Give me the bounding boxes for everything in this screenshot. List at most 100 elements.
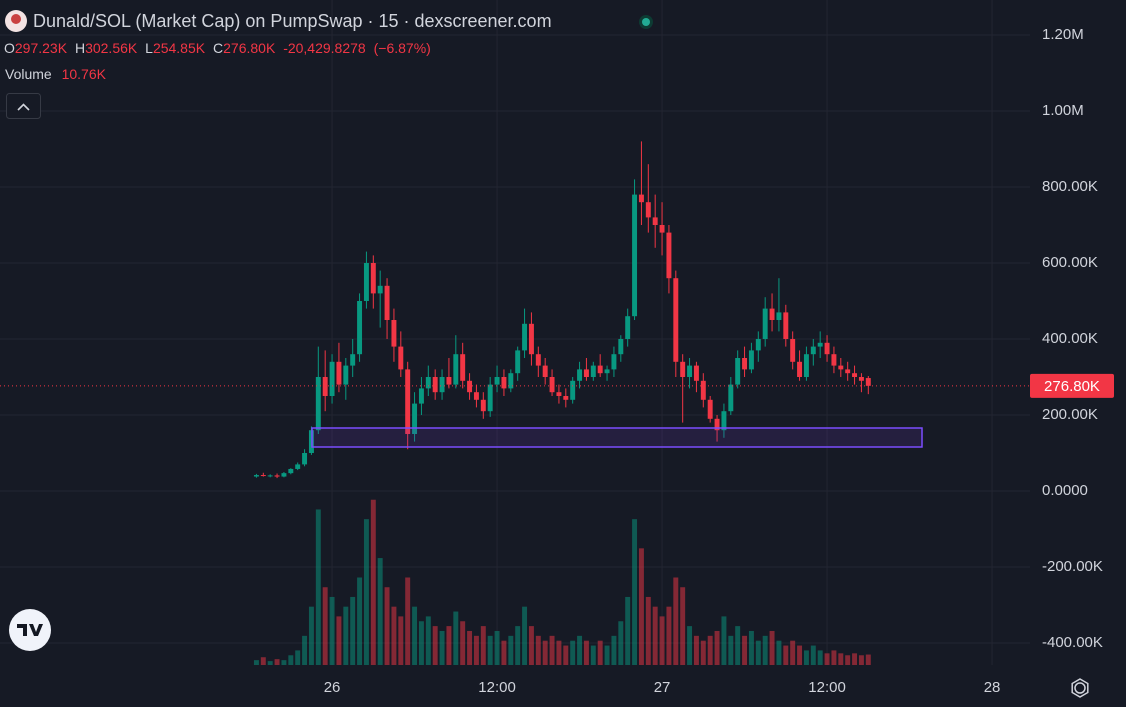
volume-bar <box>398 616 404 665</box>
last-price-label: 276.80K <box>1044 378 1100 395</box>
volume-bar <box>253 660 259 665</box>
candle-body <box>769 308 775 320</box>
y-tick-label: 1.00M <box>1042 102 1084 119</box>
volume-bar <box>659 616 665 665</box>
candle-body <box>680 361 686 377</box>
volume-bar <box>563 645 569 665</box>
volume-bar <box>487 635 493 665</box>
volume-bar <box>583 640 589 665</box>
volume-bar <box>618 621 624 665</box>
volume-bar <box>535 635 541 665</box>
candle-body <box>577 369 583 381</box>
volume-bar <box>776 640 782 665</box>
candle-body <box>384 285 390 320</box>
candle-body <box>852 373 858 377</box>
candle-body <box>425 376 431 389</box>
candle-body <box>611 354 617 370</box>
volume-bar <box>494 630 500 665</box>
candle-body <box>377 285 383 294</box>
y-tick-label: 200.00K <box>1042 406 1098 423</box>
volume-bar <box>405 577 411 665</box>
volume-bar <box>611 635 617 665</box>
candle-body <box>803 354 809 377</box>
high-label: H <box>75 40 85 56</box>
candle-body <box>453 354 459 385</box>
candle-body <box>797 361 803 377</box>
change-pct: (−6.87%) <box>374 40 431 56</box>
volume-bar <box>528 626 534 665</box>
candle-body <box>467 380 473 393</box>
y-tick-label: -400.00K <box>1042 634 1103 651</box>
zone-rectangle[interactable] <box>311 427 923 448</box>
open-label: O <box>4 40 15 56</box>
volume-bar <box>515 626 521 665</box>
candles <box>253 141 871 479</box>
candle-body <box>322 376 328 396</box>
candle-body <box>858 376 864 381</box>
y-tick-label: 600.00K <box>1042 254 1098 271</box>
volume-bar <box>865 654 871 665</box>
candle-body <box>865 378 871 386</box>
volume-bar <box>343 606 349 665</box>
candle-body <box>776 312 782 320</box>
volume-value: 10.76K <box>62 66 107 82</box>
candle-body <box>714 418 720 431</box>
candle-body <box>432 376 438 393</box>
candle-body <box>673 278 679 362</box>
status-dot <box>642 18 650 26</box>
candle-body <box>824 342 830 355</box>
volume-bar <box>384 587 390 665</box>
candle-body <box>535 354 541 366</box>
volume-bar <box>302 635 308 665</box>
candle-body <box>439 376 445 393</box>
candle-body <box>645 202 651 218</box>
volume-bar <box>845 655 851 665</box>
volume-bar <box>439 630 445 665</box>
volume-bar <box>329 596 335 665</box>
volume-bar <box>570 640 576 665</box>
settings-icon[interactable] <box>1074 682 1086 694</box>
volume-bar <box>260 657 266 665</box>
volume-bar <box>418 621 424 665</box>
volume-bar <box>357 577 363 665</box>
volume-bar <box>480 626 486 665</box>
candle-body <box>494 376 500 385</box>
candle-body <box>487 384 493 412</box>
volume-bar <box>707 635 713 665</box>
candle-body <box>659 224 665 233</box>
volume-bar <box>810 645 816 665</box>
volume-bar <box>412 606 418 665</box>
volume-bar <box>693 635 699 665</box>
candle-body <box>790 338 796 362</box>
volume-label: Volume <box>5 66 52 82</box>
candle-body <box>501 376 507 389</box>
candle-body <box>405 369 411 434</box>
candle-body <box>687 365 693 377</box>
candle-body <box>412 403 418 434</box>
volume-bar <box>783 645 789 665</box>
last-price-badge <box>1030 373 1114 398</box>
logo[interactable] <box>9 609 51 651</box>
candle-body <box>295 464 301 469</box>
candle-body <box>838 365 844 370</box>
volume-bar <box>308 606 314 665</box>
volume-bar <box>577 635 583 665</box>
y-tick-label: 800.00K <box>1042 178 1098 195</box>
volume-bar <box>666 606 672 665</box>
collapse-button[interactable] <box>6 93 41 119</box>
volume-bar <box>652 606 658 665</box>
candle-body <box>728 384 734 412</box>
volume-bar <box>824 653 830 665</box>
change: -20,429.8278 <box>283 40 366 56</box>
x-tick-label: 12:00 <box>808 679 846 696</box>
volume-bar <box>625 596 631 665</box>
volume-bar <box>728 635 734 665</box>
candle-body <box>350 354 356 366</box>
high-value: 302.56K <box>85 40 138 56</box>
candle-body <box>460 354 466 381</box>
volume-bar <box>769 630 775 665</box>
volume-bar <box>501 640 507 665</box>
candle-body <box>357 300 363 355</box>
volume-bar <box>673 577 679 665</box>
